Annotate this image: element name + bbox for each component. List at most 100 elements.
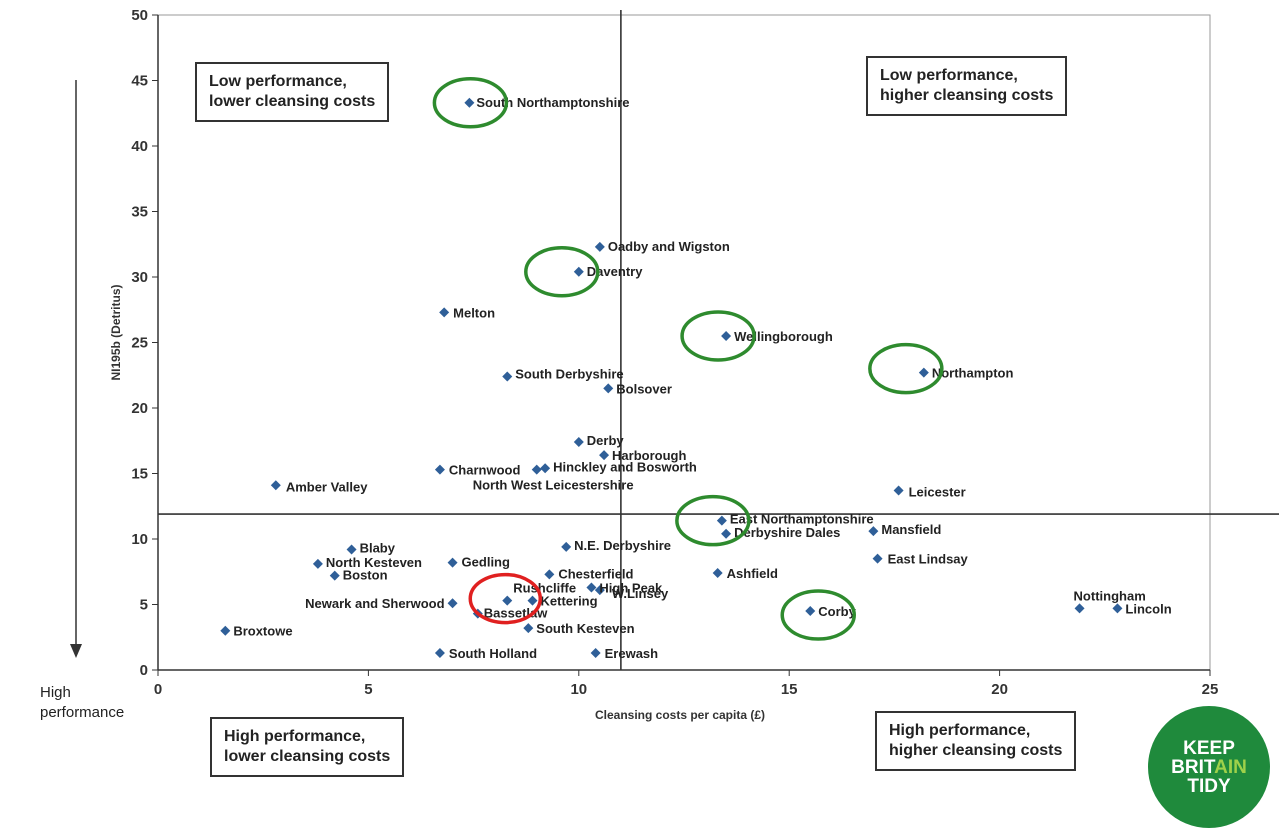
point-label: Kettering [541, 594, 598, 609]
red-highlight-ring [468, 572, 543, 625]
high-performance-label: High performance [40, 683, 124, 723]
keep-britain-tidy-logo: KEEP BRITAIN TIDY [1148, 706, 1270, 828]
data-point [346, 544, 357, 555]
point-label: Bolsover [616, 381, 672, 396]
green-highlight-ring [524, 246, 600, 298]
x-tick-label: 5 [364, 681, 372, 698]
quadrant-bl-line1: High performance, [224, 728, 366, 745]
logo-line2: BRITAIN [1171, 758, 1247, 777]
data-point [1112, 603, 1123, 614]
data-point [599, 450, 610, 461]
data-point [561, 541, 572, 552]
point-label: Broxtowe [233, 624, 292, 639]
point-label: Nottingham [1074, 588, 1146, 603]
y-tick-label: 20 [131, 400, 148, 417]
y-tick-label: 5 [140, 597, 148, 614]
point-label: South Derbyshire [515, 367, 623, 382]
point-label: Oadby and Wigston [608, 239, 730, 254]
point-label: N.E. Derbyshire [574, 538, 671, 553]
quadrant-tr-line2: higher cleansing costs [880, 87, 1054, 104]
point-label: North West Leicestershire [473, 478, 634, 493]
data-point [523, 623, 534, 634]
point-label: Harborough [612, 448, 686, 463]
data-point [893, 485, 904, 496]
y-tick-label: 10 [131, 531, 148, 548]
quadrant-br-line2: higher cleansing costs [889, 742, 1063, 759]
performance-arrow-head [70, 644, 82, 658]
quadrant-tl-line1: Low performance, [209, 73, 347, 90]
x-tick-label: 20 [991, 681, 1008, 698]
y-tick-label: 50 [131, 7, 148, 24]
axes-layer: 0 5 10 15 20 25 30 35 40 45 50 0 5 10 15 20 25 Cleansing … [70, 7, 1279, 722]
data-point [502, 595, 513, 606]
quadrant-top-left: Low performance, lower cleansing costs [195, 62, 390, 122]
x-tick-label: 10 [570, 681, 587, 698]
point-label: Wellingborough [734, 329, 833, 344]
data-point [464, 97, 475, 108]
data-point [502, 371, 513, 382]
logo-line2b: AIN [1214, 756, 1247, 778]
data-point [329, 570, 340, 581]
point-label: Derbyshire Dales [734, 525, 840, 540]
point-label: High Peak [599, 580, 663, 595]
green-highlight-ring [868, 342, 944, 395]
data-point [573, 266, 584, 277]
quadrant-br-line1: High performance, [889, 722, 1031, 739]
data-point [1074, 603, 1085, 614]
point-label: Chesterfield [558, 566, 633, 581]
side-label-line2: performance [40, 704, 125, 721]
data-point [586, 582, 597, 593]
logo-line2a: BRIT [1171, 756, 1215, 778]
green-highlight-ring [675, 494, 751, 547]
point-label: Erewash [605, 646, 659, 661]
point-label: Hinckley and Bosworth [553, 459, 697, 474]
data-point [434, 647, 445, 658]
data-point [872, 553, 883, 564]
point-label: South Northamptonshire [476, 95, 629, 110]
data-point [544, 569, 555, 580]
y-tick-label: 45 [131, 73, 148, 90]
data-point [594, 585, 605, 596]
y-tick-label: 40 [131, 138, 148, 155]
data-point [868, 526, 879, 537]
x-tick-label: 0 [154, 681, 162, 698]
y-tick-label: 30 [131, 269, 148, 286]
point-label: Lincoln [1125, 601, 1171, 616]
data-point [721, 330, 732, 341]
x-tick-label: 15 [781, 681, 798, 698]
point-label: South Kesteven [536, 621, 634, 636]
highlight-rings [432, 77, 944, 641]
data-point [439, 307, 450, 318]
data-point [712, 568, 723, 579]
data-point [527, 595, 538, 606]
point-label: North Kesteven [326, 555, 422, 570]
point-label: Ashfield [727, 566, 778, 581]
y-tick-label: 35 [131, 204, 148, 221]
y-tick-label: 25 [131, 335, 148, 352]
data-point [603, 383, 614, 394]
quadrant-bottom-left: High performance, lower cleansing costs [210, 717, 405, 777]
green-highlight-ring [680, 310, 756, 362]
x-tick-label: 25 [1202, 681, 1219, 698]
point-label: South Holland [449, 646, 537, 661]
side-label-line1: High [40, 684, 71, 701]
data-point [531, 464, 542, 475]
point-label: Leicester [909, 485, 966, 500]
quadrant-top-right: Low performance, higher cleansing costs [866, 56, 1068, 116]
point-label: Melton [453, 305, 495, 320]
quadrant-tr-line1: Low performance, [880, 67, 1018, 84]
point-label: Rushcliffe [513, 581, 576, 596]
y-axis-title: NI195b (Detritus) [109, 284, 123, 380]
green-highlight-ring [780, 589, 856, 641]
point-label: W.Linsey [612, 586, 669, 601]
quadrant-bottom-right: High performance, higher cleansing costs [875, 711, 1077, 771]
data-point [312, 558, 323, 569]
logo-line1: KEEP [1183, 737, 1235, 759]
quadrant-bl-line2: lower cleansing costs [224, 748, 391, 765]
data-point [447, 557, 458, 568]
point-label: Northampton [932, 366, 1014, 381]
point-label: Charnwood [449, 463, 521, 478]
point-label: Derby [587, 433, 625, 448]
point-label: Blaby [360, 540, 396, 555]
